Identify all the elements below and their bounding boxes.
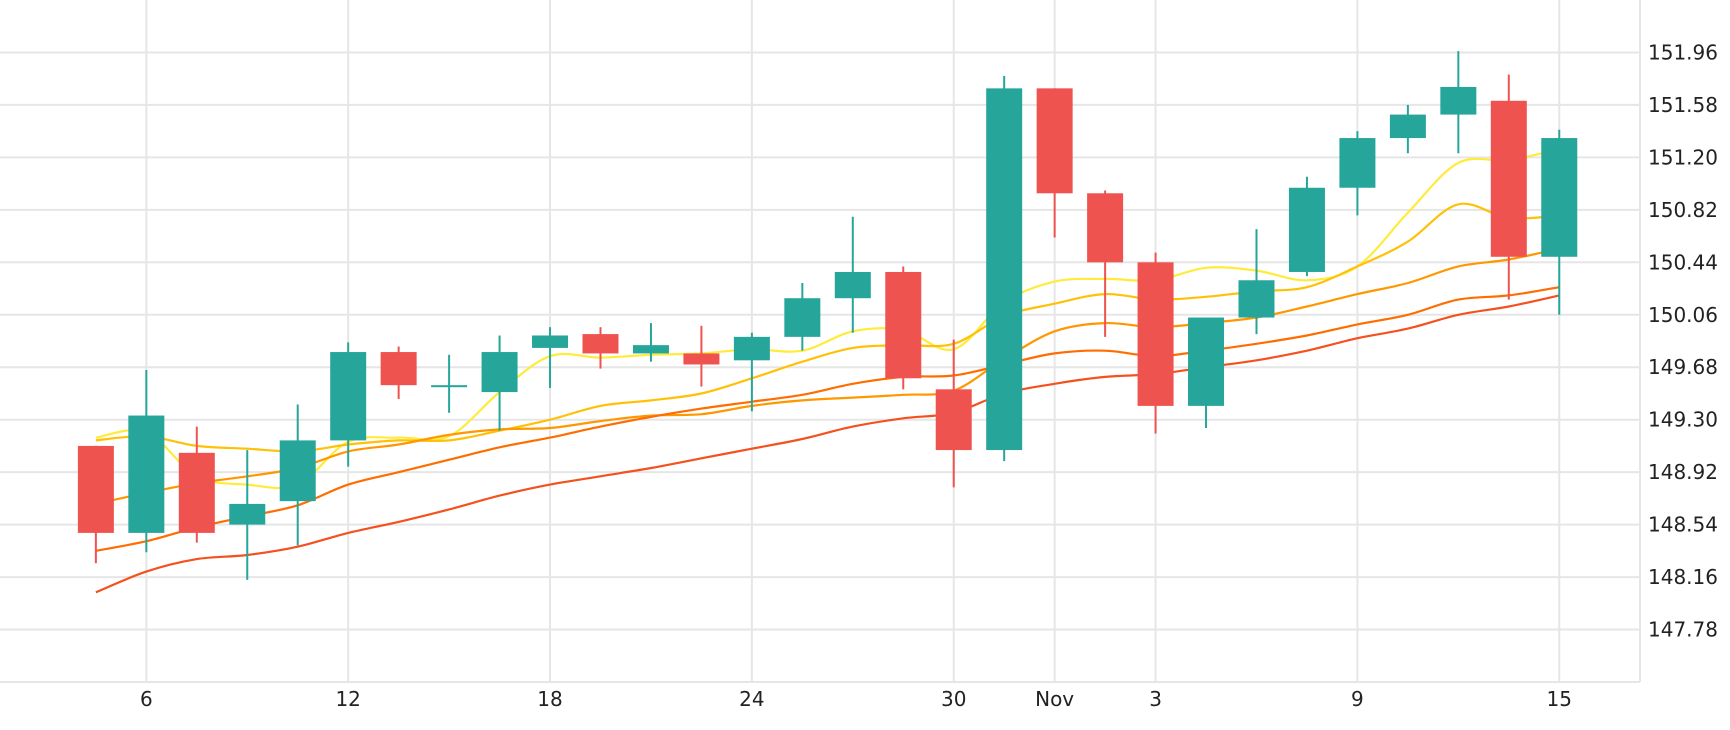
candle bbox=[582, 327, 619, 369]
candle-body bbox=[1339, 138, 1376, 188]
candle-body bbox=[1288, 187, 1325, 272]
candle-body bbox=[1541, 138, 1578, 257]
candle-body bbox=[733, 336, 770, 361]
candle bbox=[229, 450, 266, 580]
candle bbox=[885, 266, 922, 390]
candle-body bbox=[1137, 262, 1174, 406]
y-tick-label: 150.06 bbox=[1648, 303, 1718, 327]
candle bbox=[1238, 229, 1275, 335]
moving-average-line-2 bbox=[95, 202, 1560, 453]
candle bbox=[986, 75, 1023, 462]
y-tick-label: 151.96 bbox=[1648, 40, 1718, 64]
candle-body bbox=[481, 352, 518, 393]
candle bbox=[1087, 190, 1124, 337]
candle-body bbox=[986, 88, 1023, 451]
candle-body bbox=[77, 445, 114, 533]
moving-average-lines bbox=[95, 148, 1560, 594]
moving-average-line-4 bbox=[95, 286, 1560, 552]
x-tick-label: 12 bbox=[335, 687, 360, 711]
candle bbox=[683, 325, 720, 387]
candle-body bbox=[582, 334, 619, 354]
y-tick-label: 148.92 bbox=[1648, 460, 1718, 484]
y-tick-label: 150.44 bbox=[1648, 250, 1718, 274]
candle bbox=[1036, 88, 1073, 238]
candle bbox=[935, 339, 972, 488]
moving-average-line-5 bbox=[95, 294, 1560, 594]
candle-body bbox=[1087, 193, 1124, 263]
x-tick-label: 15 bbox=[1547, 687, 1572, 711]
candle-body bbox=[431, 385, 468, 388]
candle bbox=[481, 335, 518, 431]
y-tick-label: 148.54 bbox=[1648, 513, 1718, 537]
candle bbox=[632, 323, 669, 362]
candle-body bbox=[1490, 100, 1527, 257]
candle-body bbox=[380, 352, 417, 386]
candle-body bbox=[885, 271, 922, 379]
candle bbox=[733, 332, 770, 412]
candle-body bbox=[532, 335, 569, 348]
candle bbox=[1389, 104, 1426, 154]
x-tick-label: 24 bbox=[739, 687, 764, 711]
y-tick-label: 151.58 bbox=[1648, 93, 1718, 117]
candle bbox=[1490, 74, 1527, 300]
candle-body bbox=[279, 440, 316, 502]
candle bbox=[1288, 176, 1325, 277]
candle-body bbox=[1440, 86, 1477, 115]
axes: 151.96 151.58 151.20 150.82 150.44 150.06 149.… bbox=[140, 40, 1718, 711]
candle-body bbox=[1238, 280, 1275, 318]
x-tick-label: 30 bbox=[941, 687, 966, 711]
candle bbox=[532, 327, 569, 388]
candle-body bbox=[128, 415, 165, 533]
candle-body bbox=[935, 389, 972, 451]
moving-average-line-3 bbox=[95, 247, 1560, 505]
candle-body bbox=[834, 271, 871, 299]
candle-body bbox=[178, 452, 215, 533]
candle bbox=[1188, 317, 1225, 428]
x-tick-label: 9 bbox=[1351, 687, 1364, 711]
y-tick-label: 150.82 bbox=[1648, 198, 1718, 222]
y-tick-label: 149.30 bbox=[1648, 408, 1718, 432]
x-tick-label: 3 bbox=[1149, 687, 1162, 711]
y-tick-label: 147.78 bbox=[1648, 618, 1718, 642]
candle bbox=[1541, 129, 1578, 315]
candle bbox=[178, 426, 215, 543]
candle-body bbox=[1389, 114, 1426, 139]
candle bbox=[1137, 252, 1174, 434]
candle bbox=[431, 354, 468, 413]
candle-body bbox=[784, 298, 821, 337]
candle bbox=[1440, 51, 1477, 154]
grid bbox=[0, 0, 1641, 683]
candle bbox=[77, 445, 114, 564]
candle-body bbox=[1036, 88, 1073, 194]
candle-body bbox=[330, 352, 367, 441]
candle bbox=[330, 342, 367, 467]
candle-body bbox=[683, 353, 720, 365]
x-tick-label: 18 bbox=[537, 687, 562, 711]
moving-average-line-1 bbox=[95, 148, 1560, 490]
candle bbox=[1339, 131, 1376, 216]
candle-body bbox=[229, 503, 266, 525]
candle bbox=[279, 404, 316, 546]
candle-body bbox=[1188, 317, 1225, 406]
candle bbox=[380, 346, 417, 399]
x-tick-label: Nov bbox=[1035, 687, 1074, 711]
y-tick-label: 148.16 bbox=[1648, 565, 1718, 589]
y-tick-label: 149.68 bbox=[1648, 355, 1718, 379]
candle-body bbox=[632, 345, 669, 354]
candle bbox=[834, 216, 871, 333]
y-tick-label: 151.20 bbox=[1648, 145, 1718, 169]
candles bbox=[77, 51, 1578, 580]
x-tick-label: 6 bbox=[140, 687, 153, 711]
candle bbox=[784, 283, 821, 351]
candle bbox=[128, 369, 165, 553]
